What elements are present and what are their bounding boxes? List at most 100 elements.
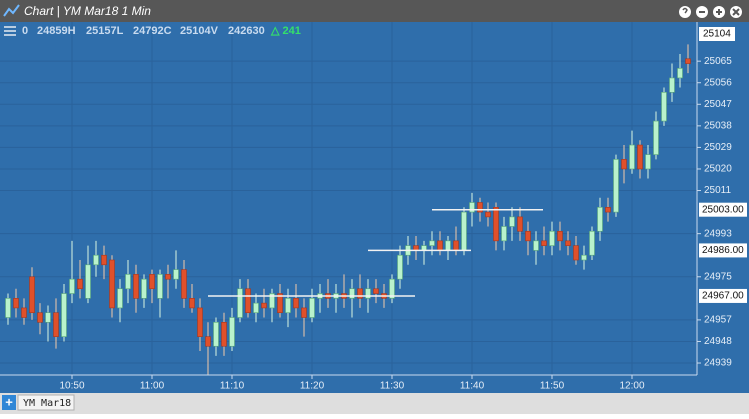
candle-body — [37, 312, 43, 323]
candle-body — [493, 207, 499, 242]
level-label-box — [699, 288, 747, 303]
candle-body — [109, 259, 115, 309]
level-label-box — [699, 243, 747, 258]
candle-body — [69, 278, 75, 294]
candle-body — [45, 312, 51, 323]
menu-icon[interactable] — [4, 26, 16, 36]
candle-body — [61, 293, 67, 337]
candle-body — [573, 245, 579, 261]
candle-body — [141, 278, 147, 299]
candle-body — [653, 120, 659, 155]
candle-body — [373, 288, 379, 294]
x-glyph — [732, 8, 740, 16]
candle-body — [157, 274, 163, 299]
candle-body — [509, 216, 515, 227]
y-tick-label: 25047 — [704, 99, 732, 110]
candle-body — [357, 288, 363, 299]
candle-body — [349, 288, 355, 299]
candle-body — [189, 298, 195, 309]
y-tick-label: 24957 — [704, 315, 732, 326]
y-tick-label: 24939 — [704, 358, 732, 369]
candle-body — [461, 211, 467, 251]
candle-body — [213, 321, 219, 347]
plus-glyph — [716, 9, 722, 15]
candle-body — [253, 302, 259, 314]
candle-body — [181, 269, 187, 299]
candle-body — [389, 278, 395, 299]
tab[interactable] — [17, 394, 75, 411]
candle-body — [365, 288, 371, 299]
y-tick-label: 25020 — [704, 164, 732, 175]
add-tab-button[interactable] — [2, 395, 16, 410]
candle-body — [173, 269, 179, 280]
candle-body — [285, 298, 291, 314]
y-tick-label: 24993 — [704, 228, 732, 239]
candle-body — [397, 254, 403, 280]
candle-body — [637, 144, 643, 170]
candle-body — [669, 77, 675, 93]
candle-body — [93, 254, 99, 266]
candle-body — [605, 207, 611, 213]
tab-bar — [0, 393, 749, 414]
x-tick-label: 11:20 — [300, 381, 325, 392]
candle-body — [301, 307, 307, 318]
candle-body — [429, 240, 435, 246]
candle-body — [205, 336, 211, 347]
candle-body — [229, 317, 235, 347]
info-value: 24792C — [133, 25, 172, 37]
candle-body — [533, 240, 539, 251]
candle-body — [293, 298, 299, 309]
candle-body — [685, 58, 691, 64]
candle-body — [117, 288, 123, 309]
info-change: △ 241 — [270, 25, 301, 37]
y-tick-label: 25056 — [704, 77, 732, 88]
candle-body — [277, 293, 283, 314]
tab-label[interactable]: YM Mar18 — [23, 398, 71, 409]
y-tick-label: 25065 — [704, 56, 732, 67]
x-tick-label: 11:40 — [460, 381, 485, 392]
info-value: 242630 — [228, 25, 265, 37]
candle-body — [125, 274, 131, 290]
candle-body — [5, 298, 11, 318]
candle-body — [29, 276, 35, 314]
candle-body — [237, 288, 243, 318]
window-buttons[interactable] — [679, 6, 742, 18]
info-value: 0 — [22, 25, 28, 37]
candle-body — [245, 288, 251, 314]
candle-body — [557, 230, 563, 242]
y-tick-label: 25029 — [704, 142, 732, 153]
candle-body — [477, 202, 483, 213]
window-title: Chart | YM Mar18 1 Min — [24, 4, 151, 18]
y-tick-label: 24975 — [704, 271, 732, 282]
candle-body — [525, 230, 531, 242]
candle-body — [13, 298, 19, 309]
candle-body — [453, 240, 459, 251]
candle-body — [485, 211, 491, 218]
help-glyph — [682, 7, 688, 14]
candle-body — [677, 68, 683, 79]
candle-body — [53, 312, 59, 337]
candle-body — [149, 274, 155, 290]
candle-body — [613, 159, 619, 213]
candle-body — [165, 274, 171, 280]
x-tick-label: 12:00 — [619, 381, 644, 392]
info-value: 25104V — [180, 25, 219, 37]
candle-body — [269, 293, 275, 309]
candle-body — [581, 254, 587, 261]
candle-body — [517, 216, 523, 232]
plot-area — [0, 22, 697, 375]
candle-body — [661, 92, 667, 122]
candle-body — [549, 230, 555, 246]
y-tick-label: 24948 — [704, 336, 732, 347]
candle-body — [101, 254, 107, 266]
candle-body — [589, 230, 595, 256]
candle-body — [621, 159, 627, 170]
candle-body — [21, 307, 27, 318]
add-tab-label[interactable]: + — [5, 394, 13, 409]
x-tick-label: 11:30 — [380, 381, 405, 392]
candle-body — [629, 144, 635, 170]
info-value: 25157L — [86, 25, 124, 37]
candle-body — [597, 207, 603, 232]
